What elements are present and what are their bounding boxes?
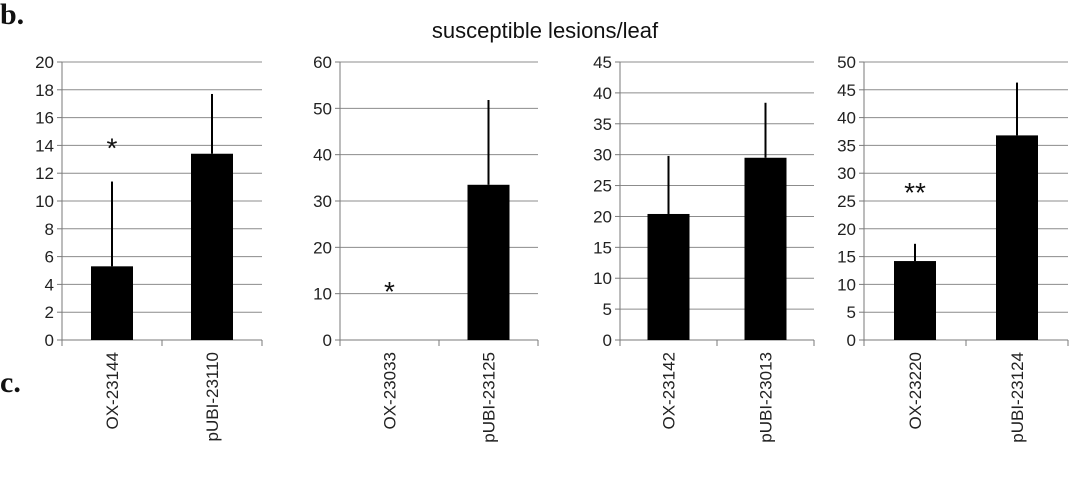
category-label: OX-23142 — [660, 352, 679, 430]
y-tick-label: 10 — [837, 275, 856, 294]
y-tick-label: 45 — [593, 53, 612, 72]
significance-marker: * — [384, 276, 395, 307]
y-tick-label: 16 — [35, 109, 54, 128]
y-tick-label: 15 — [593, 238, 612, 257]
category-label: OX-23220 — [906, 352, 925, 430]
y-tick-label: 30 — [837, 164, 856, 183]
y-tick-label: 5 — [847, 303, 856, 322]
bar — [996, 135, 1038, 340]
y-tick-label: 30 — [313, 192, 332, 211]
y-tick-label: 50 — [837, 53, 856, 72]
figure-title: susceptible lesions/leaf — [432, 18, 659, 43]
y-tick-label: 5 — [603, 300, 612, 319]
y-tick-label: 0 — [847, 331, 856, 350]
y-tick-label: 15 — [837, 248, 856, 267]
y-tick-label: 25 — [593, 177, 612, 196]
bar — [91, 266, 133, 340]
y-tick-label: 2 — [45, 303, 54, 322]
y-tick-label: 20 — [837, 220, 856, 239]
y-tick-label: 8 — [45, 220, 54, 239]
bar — [744, 157, 787, 340]
category-label: OX-23033 — [381, 352, 400, 430]
y-tick-label: 14 — [35, 136, 54, 155]
y-tick-label: 20 — [35, 53, 54, 72]
chart-4: 0 5 10 15 20 25 30 35 40 45 50 OX-23220 pUBI-23124 ** — [837, 53, 1069, 443]
y-tick-label: 40 — [313, 146, 332, 165]
category-label: pUBI-23125 — [480, 352, 499, 443]
y-tick-label: 40 — [593, 84, 612, 103]
y-tick-label: 40 — [837, 109, 856, 128]
significance-marker: * — [107, 132, 118, 163]
y-tick-label: 10 — [313, 285, 332, 304]
y-tick-label: 30 — [593, 146, 612, 165]
y-tick-label: 20 — [593, 207, 612, 226]
charts-group: 0 2 4 6 8 10 12 14 16 18 20 OX-23144 pUBI-23110 * 0 10 2… — [35, 53, 1069, 443]
y-tick-label: 0 — [45, 331, 54, 350]
bar — [647, 213, 690, 340]
y-tick-label: 18 — [35, 81, 54, 100]
y-tick-label: 4 — [45, 275, 54, 294]
bar — [191, 153, 233, 340]
y-tick-label: 12 — [35, 164, 54, 183]
category-label: OX-23144 — [103, 352, 122, 430]
chart-3: 0 5 10 15 20 25 30 35 40 45 OX-23142 pUBI-23013 — [593, 53, 815, 443]
y-tick-label: 10 — [35, 192, 54, 211]
category-label: pUBI-23013 — [757, 352, 776, 443]
y-tick-label: 0 — [323, 331, 332, 350]
y-tick-label: 6 — [45, 248, 54, 267]
y-tick-label: 20 — [313, 238, 332, 257]
y-tick-label: 10 — [593, 269, 612, 288]
y-tick-label: 25 — [837, 192, 856, 211]
y-tick-label: 50 — [313, 99, 332, 118]
bar — [467, 184, 510, 340]
y-tick-label: 60 — [313, 53, 332, 72]
bar — [894, 261, 936, 340]
category-label: pUBI-23124 — [1008, 352, 1027, 443]
category-label: pUBI-23110 — [203, 352, 222, 441]
panel-letter-b: b. — [0, 0, 24, 31]
chart-2: 0 10 20 30 40 50 60 OX-23033 pUBI-23125 * — [313, 53, 539, 443]
panel-letter-c: c. — [0, 366, 21, 399]
y-tick-label: 45 — [837, 81, 856, 100]
y-tick-label: 35 — [837, 136, 856, 155]
y-tick-label: 35 — [593, 115, 612, 134]
significance-marker: ** — [904, 177, 926, 208]
chart-1: 0 2 4 6 8 10 12 14 16 18 20 OX-23144 pUBI-23110 * — [35, 53, 263, 441]
y-tick-label: 0 — [603, 331, 612, 350]
